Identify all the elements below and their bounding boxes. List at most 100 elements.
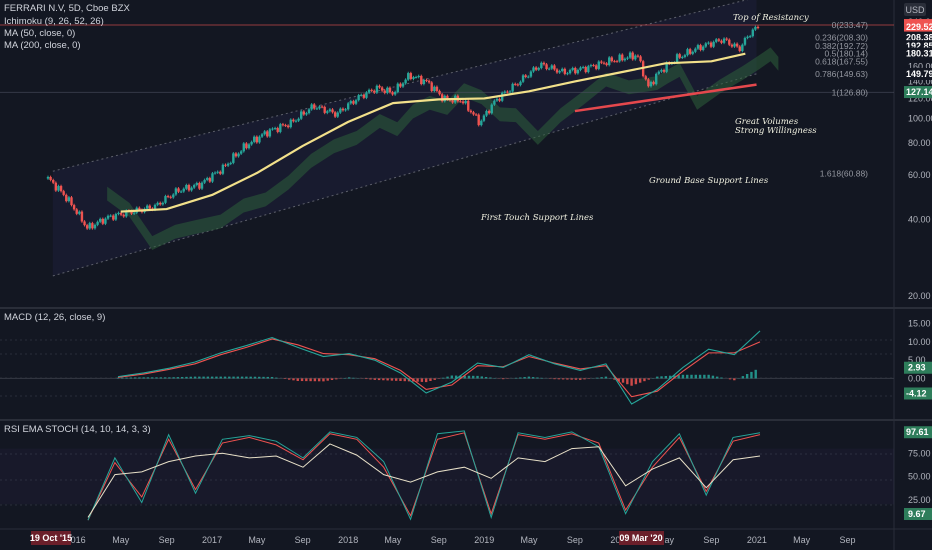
candle-body[interactable] <box>104 218 107 224</box>
candle-body[interactable] <box>715 39 718 42</box>
candle-body[interactable] <box>255 136 259 143</box>
candle-body[interactable] <box>172 194 175 198</box>
candle-body[interactable] <box>286 125 290 128</box>
ground-base-support-line[interactable] <box>574 83 757 113</box>
candle-body[interactable] <box>506 91 509 93</box>
candle-body[interactable] <box>741 44 744 52</box>
candle-body[interactable] <box>268 129 272 137</box>
channel-upper-line[interactable] <box>52 0 757 172</box>
candle-body[interactable] <box>657 71 661 74</box>
candle-body[interactable] <box>166 196 170 198</box>
candle-body[interactable] <box>62 191 65 195</box>
candle-body[interactable] <box>336 112 339 117</box>
candle-body[interactable] <box>258 136 261 143</box>
currency-badge[interactable] <box>904 3 926 16</box>
candle-body[interactable] <box>375 85 379 93</box>
candle-body[interactable] <box>600 61 603 63</box>
candle-body[interactable] <box>553 65 556 70</box>
candle-body[interactable] <box>459 101 462 103</box>
candle-body[interactable] <box>320 106 324 108</box>
candle-body[interactable] <box>574 67 577 74</box>
candle-body[interactable] <box>318 106 321 109</box>
candle-body[interactable] <box>292 119 295 122</box>
candle-body[interactable] <box>748 36 752 38</box>
candle-body[interactable] <box>72 205 76 210</box>
candle-body[interactable] <box>179 191 183 193</box>
candle-body[interactable] <box>461 101 465 104</box>
candle-body[interactable] <box>211 173 214 182</box>
candle-body[interactable] <box>621 54 624 61</box>
candle-body[interactable] <box>266 131 269 137</box>
candle-body[interactable] <box>581 67 585 69</box>
candle-body[interactable] <box>561 68 564 72</box>
candle-body[interactable] <box>307 109 311 114</box>
candle-body[interactable] <box>639 56 642 62</box>
candle-body[interactable] <box>451 100 454 103</box>
candle-body[interactable] <box>746 36 749 38</box>
candle-body[interactable] <box>696 45 700 49</box>
candle-body[interactable] <box>412 77 415 79</box>
candle-body[interactable] <box>164 196 167 203</box>
candle-body[interactable] <box>524 75 527 77</box>
candle-body[interactable] <box>649 81 653 87</box>
candle-body[interactable] <box>190 187 193 191</box>
candle-body[interactable] <box>529 71 533 77</box>
candle-body[interactable] <box>636 55 640 57</box>
candle-body[interactable] <box>720 40 723 43</box>
candle-body[interactable] <box>341 108 345 111</box>
candle-body[interactable] <box>699 45 702 51</box>
candle-body[interactable] <box>46 176 50 179</box>
candle-body[interactable] <box>138 207 141 210</box>
candle-body[interactable] <box>534 67 538 70</box>
candle-body[interactable] <box>276 128 279 132</box>
candle-body[interactable] <box>407 73 410 80</box>
candle-body[interactable] <box>613 61 616 63</box>
candle-body[interactable] <box>738 46 741 52</box>
candle-body[interactable] <box>555 69 559 73</box>
candle-body[interactable] <box>96 221 99 225</box>
ma-200-polyline[interactable] <box>120 52 746 213</box>
candle-body[interactable] <box>414 77 418 79</box>
candle-body[interactable] <box>208 178 212 182</box>
candle-body[interactable] <box>433 86 436 91</box>
candle-body[interactable] <box>623 58 627 61</box>
candle-body[interactable] <box>751 29 754 37</box>
candle-body[interactable] <box>187 185 191 191</box>
candle-body[interactable] <box>49 176 52 181</box>
candle-body[interactable] <box>112 215 115 220</box>
candle-body[interactable] <box>401 83 405 87</box>
candle-body[interactable] <box>83 221 86 226</box>
candle-body[interactable] <box>516 84 520 86</box>
indicator-ma-200[interactable]: MA (200, close, 0) <box>4 40 81 51</box>
candle-body[interactable] <box>132 212 136 214</box>
candle-body[interactable] <box>547 68 551 70</box>
candle-body[interactable] <box>344 109 347 111</box>
candle-body[interactable] <box>681 56 684 58</box>
candle-body[interactable] <box>440 94 444 102</box>
candle-body[interactable] <box>435 86 439 91</box>
candle-body[interactable] <box>145 205 149 209</box>
candle-body[interactable] <box>65 194 68 202</box>
candle-body[interactable] <box>498 98 501 101</box>
candle-body[interactable] <box>396 83 399 92</box>
candle-body[interactable] <box>420 75 423 85</box>
channel-lower-line[interactable] <box>52 73 757 277</box>
candle-body[interactable] <box>156 202 159 205</box>
candle-body[interactable] <box>75 209 78 214</box>
candle-body[interactable] <box>399 83 402 87</box>
candle-body[interactable] <box>349 101 352 104</box>
candle-body[interactable] <box>346 103 350 110</box>
candle-body[interactable] <box>733 43 736 47</box>
candle-body[interactable] <box>647 79 650 87</box>
indicator-ma-50[interactable]: MA (50, close, 0) <box>4 28 75 39</box>
candle-body[interactable] <box>631 52 634 60</box>
candle-body[interactable] <box>253 136 256 142</box>
candle-body[interactable] <box>386 87 389 93</box>
candle-body[interactable] <box>652 81 655 85</box>
rsi-axis-labels[interactable]: 75.00 50.00 25.00 97.61 9.67 <box>904 426 932 521</box>
candle-body[interactable] <box>109 215 112 217</box>
candle-body[interactable] <box>678 54 681 58</box>
macd-title[interactable]: MACD (12, 26, close, 9) <box>4 312 105 323</box>
candle-body[interactable] <box>70 197 73 206</box>
candle-body[interactable] <box>383 90 386 93</box>
